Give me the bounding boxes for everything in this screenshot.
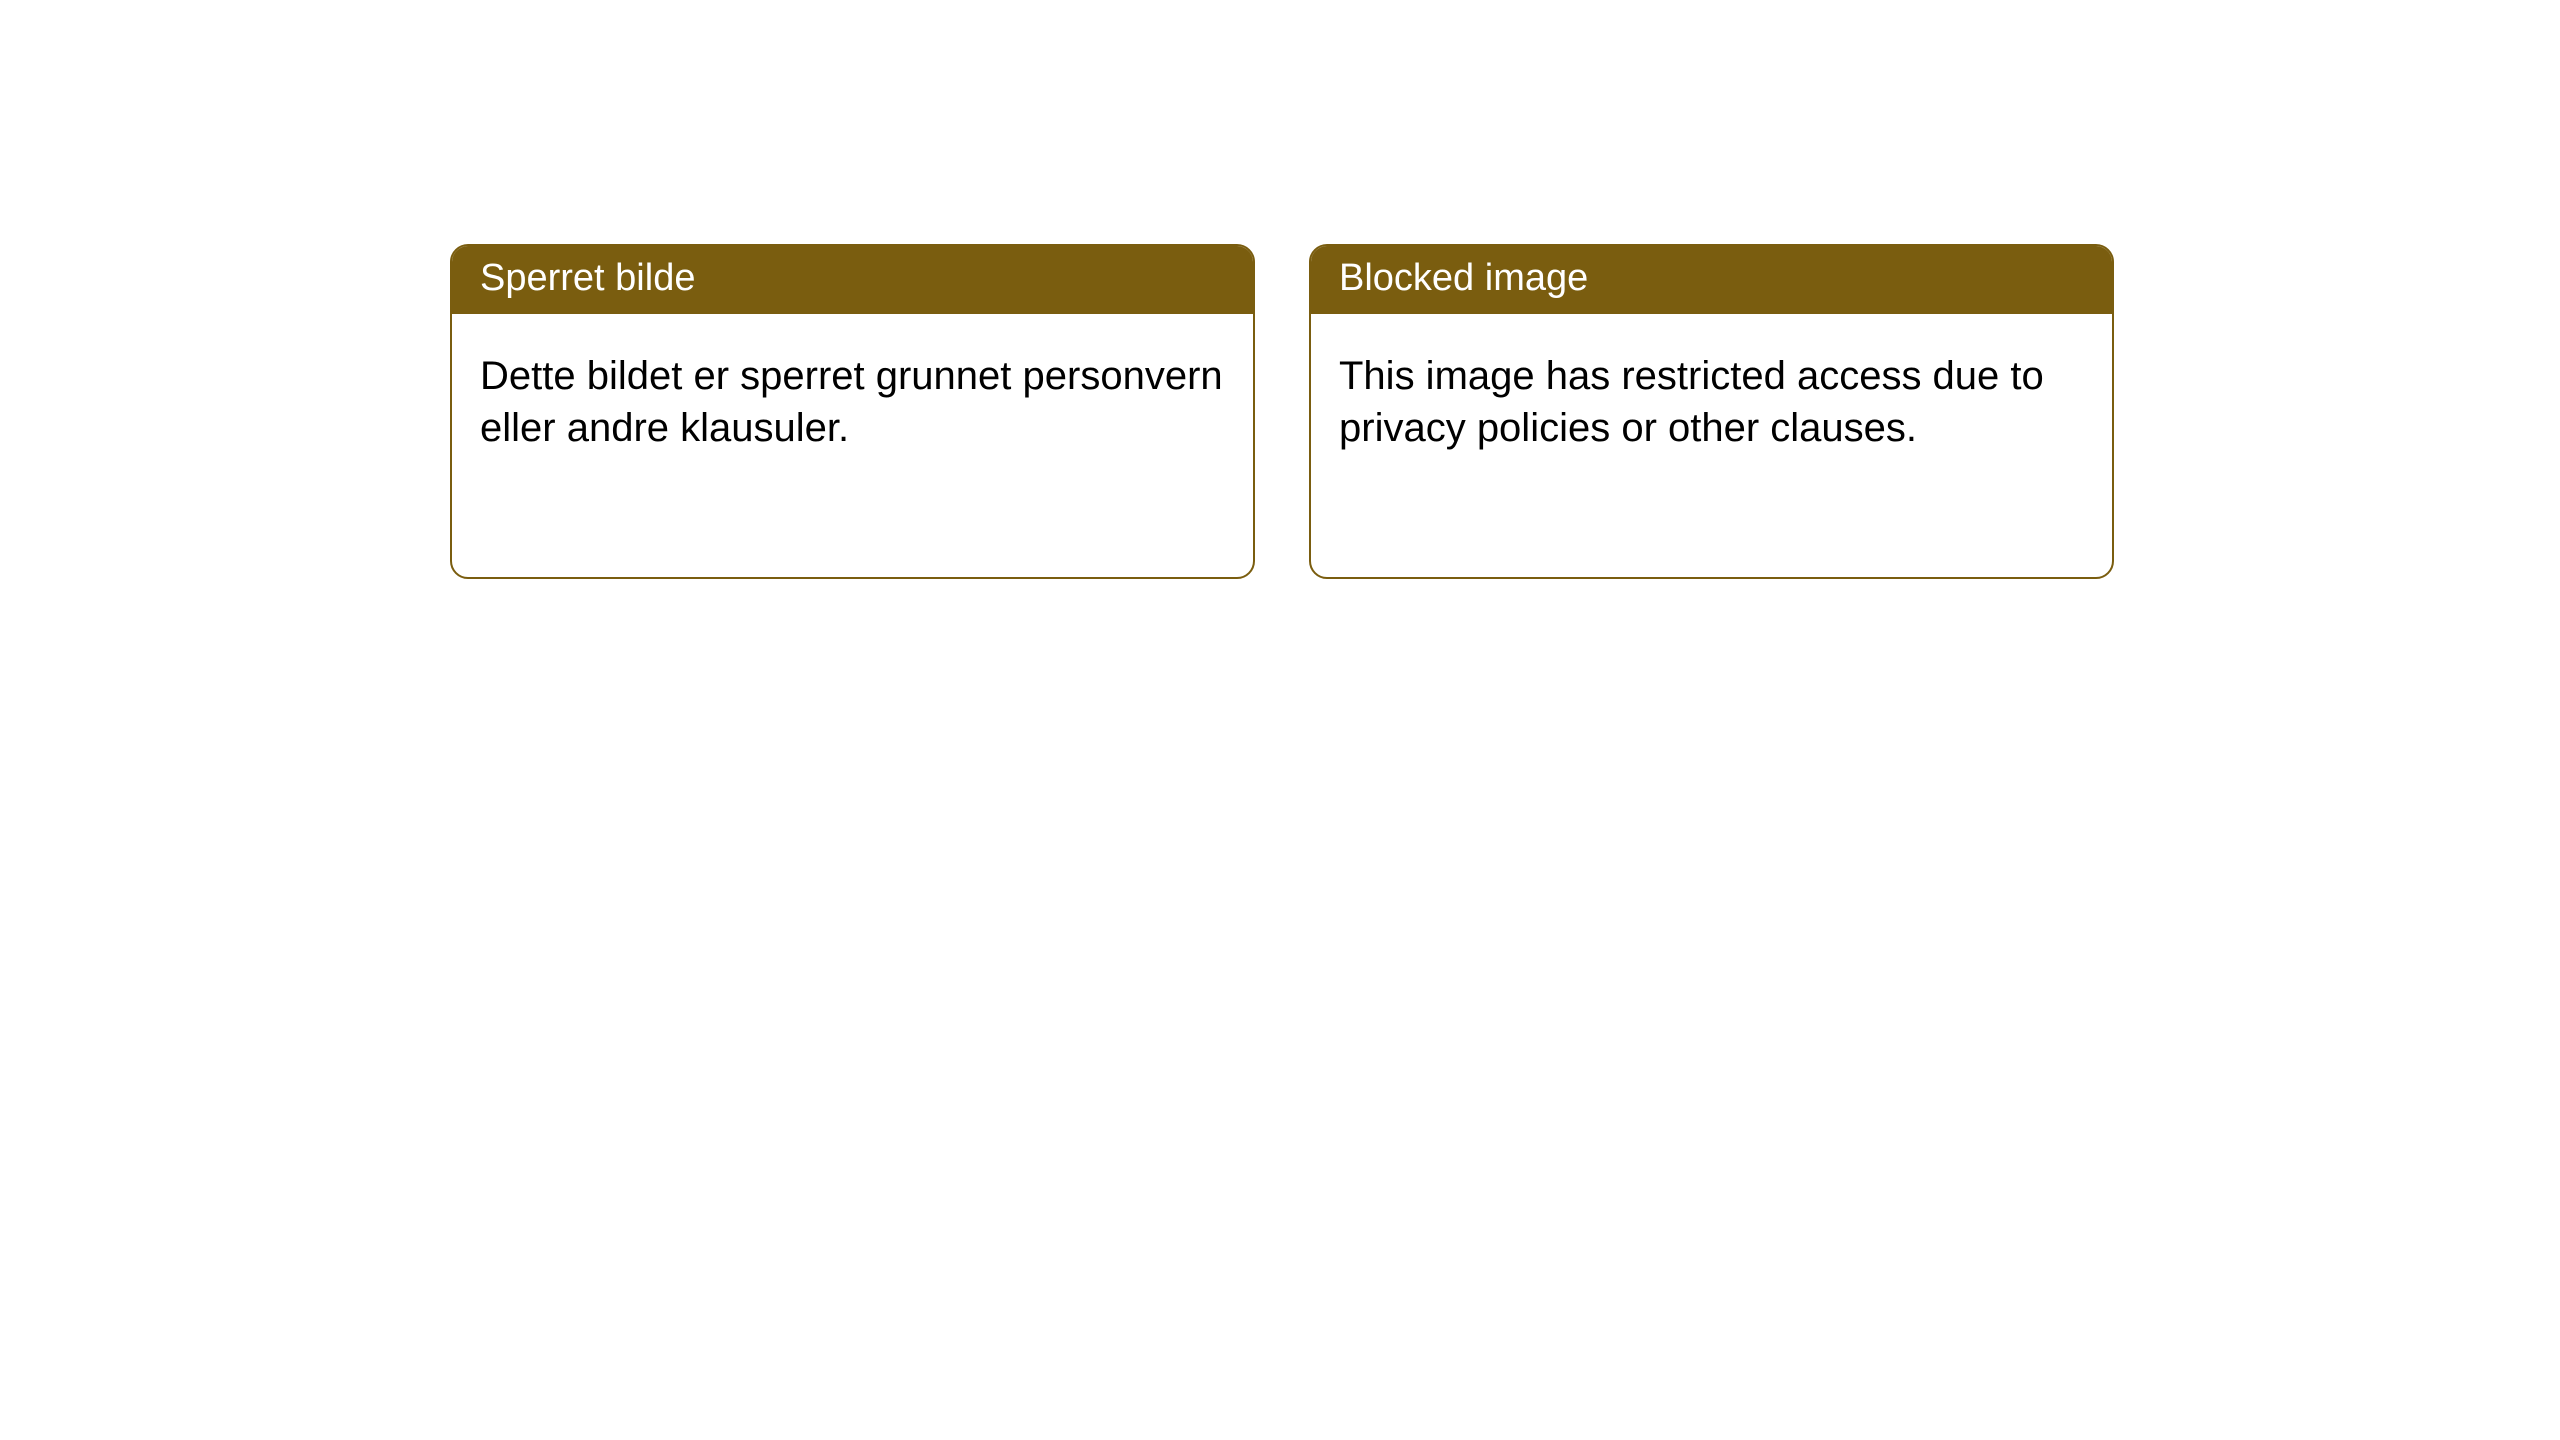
card-body: Dette bildet er sperret grunnet personve… <box>452 314 1253 490</box>
card-title: Blocked image <box>1339 257 1588 299</box>
card-title: Sperret bilde <box>480 257 695 299</box>
card-header: Sperret bilde <box>452 246 1253 314</box>
card-header: Blocked image <box>1311 246 2112 314</box>
notice-container: Sperret bilde Dette bildet er sperret gr… <box>450 244 2114 579</box>
notice-card-english: Blocked image This image has restricted … <box>1309 244 2114 579</box>
card-body-text: Dette bildet er sperret grunnet personve… <box>480 354 1223 450</box>
card-body-text: This image has restricted access due to … <box>1339 354 2044 450</box>
notice-card-norwegian: Sperret bilde Dette bildet er sperret gr… <box>450 244 1255 579</box>
card-body: This image has restricted access due to … <box>1311 314 2112 490</box>
